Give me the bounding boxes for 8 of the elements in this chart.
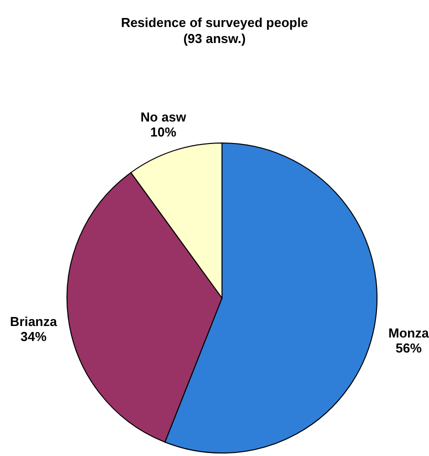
data-label: 34% [20,328,47,344]
slice-label: Brianza [10,314,58,329]
chart-title: Residence of surveyed people [120,15,308,30]
slice-label: Monza [388,326,429,341]
chart-subtitle: (93 answ.) [183,31,246,46]
data-label: 10% [150,124,177,140]
data-label: 56% [396,340,422,356]
slice-label: No asw [140,109,187,124]
